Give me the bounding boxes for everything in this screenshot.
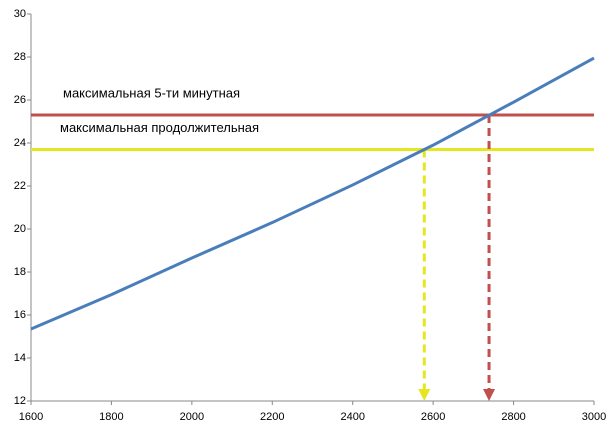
data-line (30, 56, 595, 331)
y-tick-label: 28 (14, 51, 26, 63)
y-tick-label: 24 (14, 137, 26, 149)
arrow-head (483, 389, 496, 401)
x-tick-label: 2800 (501, 411, 525, 423)
y-tick-label: 30 (14, 8, 26, 20)
x-tick-label: 2400 (340, 411, 364, 423)
x-tick-label: 2000 (180, 411, 204, 423)
x-tick-label: 1600 (19, 411, 43, 423)
y-tick-label: 14 (14, 352, 26, 364)
reference-label: максимальная продолжительная (60, 120, 259, 135)
y-tick-label: 22 (14, 180, 26, 192)
y-tick-label: 16 (14, 309, 26, 321)
x-tick-label: 2600 (421, 411, 445, 423)
reference-label: максимальная 5-ти минутная (63, 85, 240, 100)
x-tick-label: 1800 (99, 411, 123, 423)
y-tick-label: 12 (14, 395, 26, 407)
y-tick-label: 20 (14, 223, 26, 235)
x-tick-label: 3000 (582, 411, 606, 423)
arrow-head (418, 389, 431, 401)
y-tick-label: 26 (14, 94, 26, 106)
y-tick-label: 18 (14, 266, 26, 278)
x-tick-label: 2200 (260, 411, 284, 423)
